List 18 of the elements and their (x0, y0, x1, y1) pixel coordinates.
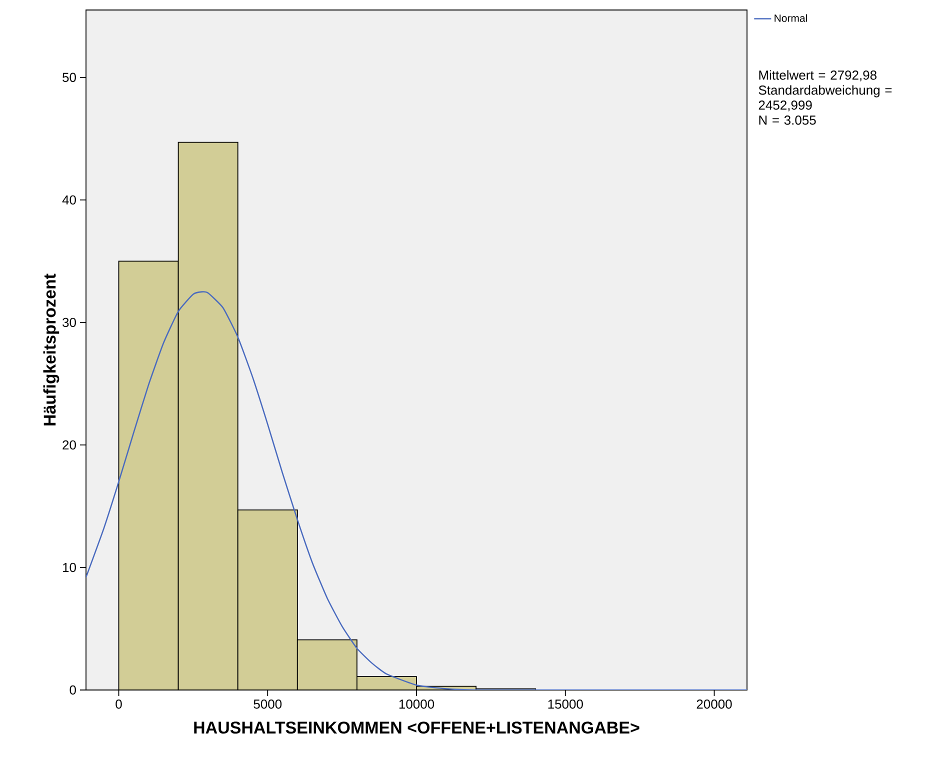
text: Mittelwert = 2792,98 (759, 70, 876, 82)
y-tick-label: 0 (70, 685, 76, 695)
x-axis-title: HAUSHALTSEINKOMMEN <OFFENE+LISTENANGABE> (194, 722, 640, 734)
x-tick-label: 5000 (254, 700, 282, 709)
text: N = 3.055 (759, 116, 816, 125)
legend-label: Normal (774, 14, 807, 22)
x-tick-label: 20000 (696, 700, 732, 709)
y-tick-label: 40 (62, 195, 76, 205)
text: Standardabweichung = 2452,999 (758, 85, 892, 112)
y-tick-label: 10 (63, 562, 76, 572)
y-tick-label: 30 (62, 318, 76, 328)
y-tick-label: 20 (62, 440, 76, 450)
y-tick-label: 50 (62, 72, 76, 82)
x-tick-label: 15000 (548, 700, 583, 709)
y-axis-title: Häufigkeitsprozent (43, 274, 60, 426)
line-series (86, 291, 748, 690)
x-tick-label: 0 (116, 700, 122, 709)
x-tick-label: 10000 (399, 700, 434, 709)
